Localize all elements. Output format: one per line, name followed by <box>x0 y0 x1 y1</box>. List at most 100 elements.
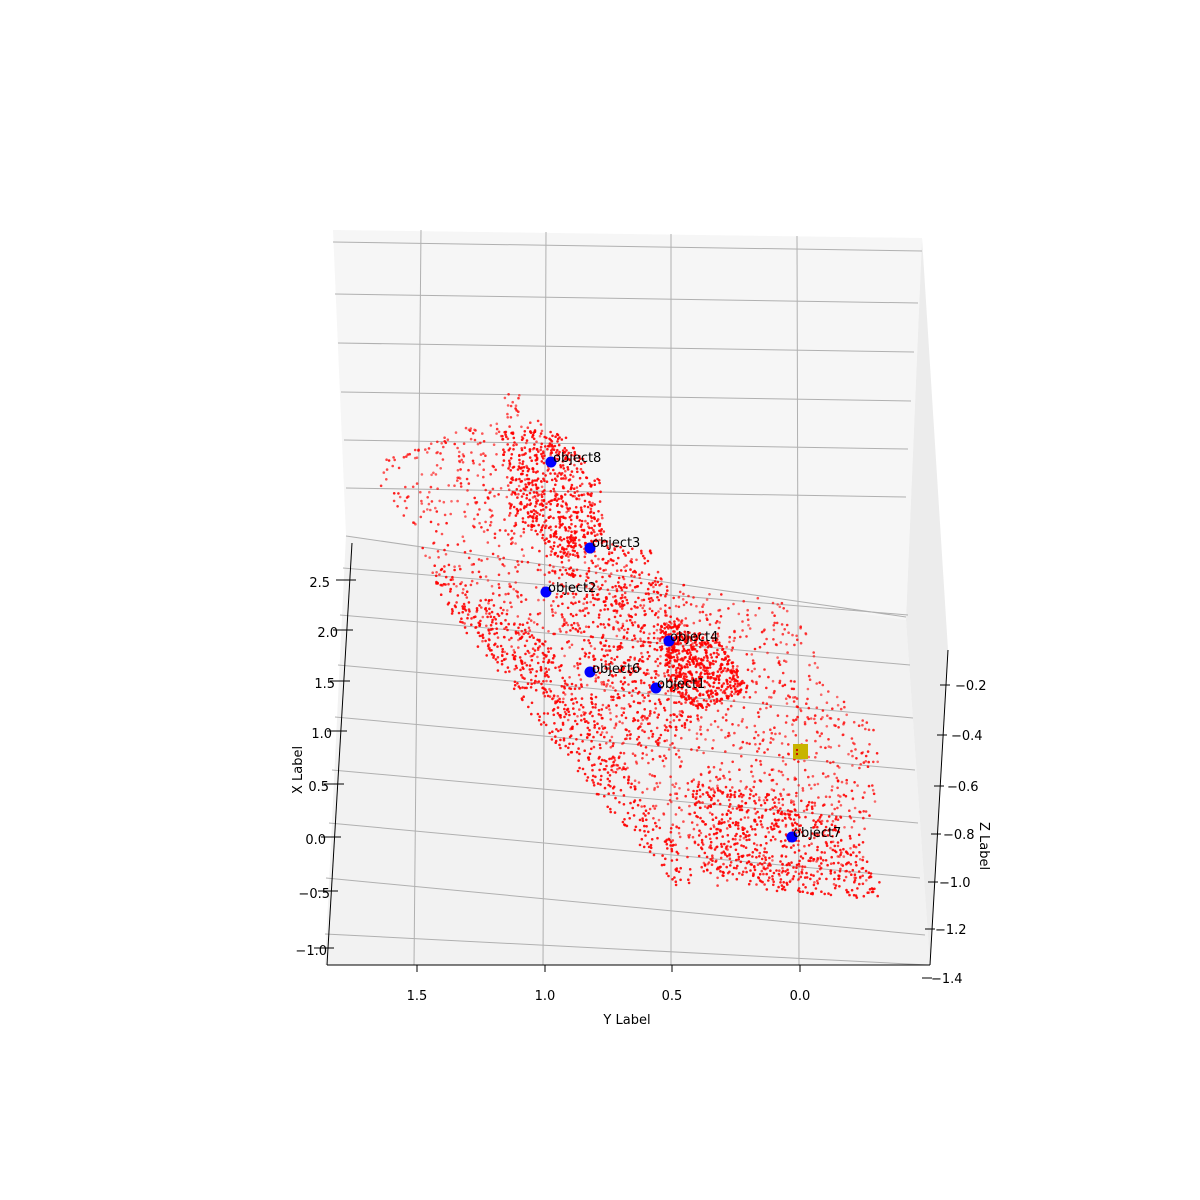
point-cloud-dot <box>669 830 673 834</box>
point-cloud-dot <box>720 593 723 596</box>
point-cloud-dot <box>432 471 435 475</box>
point-cloud-dot <box>531 524 534 527</box>
point-cloud-dot <box>504 670 507 674</box>
point-cloud-dot <box>757 747 761 750</box>
point-cloud-dot <box>433 564 437 567</box>
point-cloud-dot <box>711 818 715 821</box>
point-cloud-dot <box>758 779 762 782</box>
point-cloud-dot <box>680 702 683 705</box>
point-cloud-dot <box>379 484 383 488</box>
point-cloud-dot <box>580 493 583 497</box>
point-cloud-dot <box>702 665 706 669</box>
point-cloud-dot <box>488 612 491 615</box>
point-cloud-dot <box>479 619 482 623</box>
point-cloud-dot <box>807 844 811 847</box>
point-cloud-dot <box>718 699 722 703</box>
yellow-square-marker <box>793 744 808 759</box>
point-cloud-dot <box>746 854 749 857</box>
point-cloud-dot <box>581 706 585 709</box>
point-cloud-dot <box>606 771 610 774</box>
point-cloud-dot <box>672 719 676 722</box>
point-cloud-dot <box>699 728 702 731</box>
point-cloud-dot <box>627 551 630 554</box>
point-cloud-dot <box>826 819 829 823</box>
point-cloud-dot <box>509 585 512 588</box>
point-cloud-dot <box>503 600 506 604</box>
point-cloud-dot <box>753 667 756 671</box>
point-cloud-dot <box>530 701 534 705</box>
point-cloud-dot <box>656 657 659 661</box>
point-cloud-dot <box>592 511 596 515</box>
point-cloud-dot <box>772 824 776 827</box>
point-cloud-dot <box>741 855 744 858</box>
point-cloud-dot <box>666 729 670 732</box>
point-cloud-dot <box>435 530 438 533</box>
point-cloud-dot <box>805 702 808 705</box>
point-cloud-dot <box>517 646 520 649</box>
point-cloud-dot <box>748 838 751 841</box>
point-cloud-dot <box>674 683 678 687</box>
point-cloud-dot <box>615 589 619 593</box>
point-cloud-dot <box>556 706 560 709</box>
point-cloud-dot <box>644 746 648 749</box>
point-cloud-dot <box>735 673 738 677</box>
z-tick-label: −1.0 <box>939 876 971 891</box>
point-cloud-dot <box>518 394 521 397</box>
point-cloud-dot <box>837 726 840 729</box>
point-cloud-dot <box>676 632 679 636</box>
point-cloud-dot <box>842 847 845 851</box>
point-cloud-dot <box>848 834 852 838</box>
point-cloud-dot <box>861 858 864 862</box>
point-cloud-dot <box>799 641 803 645</box>
point-cloud-dot <box>557 665 561 669</box>
point-cloud-dot <box>537 450 540 453</box>
point-cloud-dot <box>481 633 485 637</box>
point-cloud-dot <box>574 554 577 557</box>
point-cloud-dot <box>785 623 789 627</box>
x-tick-label: −1.0 <box>295 944 327 959</box>
point-cloud-dot <box>639 630 642 633</box>
point-cloud-dot <box>486 541 490 544</box>
point-cloud-dot <box>725 879 729 882</box>
point-cloud-dot <box>466 489 469 492</box>
point-cloud-dot <box>651 828 655 831</box>
point-cloud-dot <box>829 840 833 844</box>
point-cloud-dot <box>477 631 480 634</box>
point-cloud-dot <box>525 664 529 667</box>
point-cloud-dot <box>751 827 754 831</box>
point-cloud-dot <box>609 746 613 749</box>
point-cloud-dot <box>516 594 519 598</box>
point-cloud-dot <box>818 815 822 819</box>
point-cloud-dot <box>612 791 615 795</box>
point-cloud-dot <box>747 882 751 886</box>
point-cloud-dot <box>821 772 825 775</box>
point-cloud-dot <box>678 835 682 839</box>
point-cloud-dot <box>601 557 605 561</box>
point-cloud-dot <box>600 731 604 734</box>
point-cloud-dot <box>749 825 753 828</box>
point-cloud-dot <box>456 479 459 482</box>
point-cloud-dot <box>594 706 597 709</box>
point-cloud-dot <box>538 434 542 438</box>
point-cloud-dot <box>871 890 875 894</box>
point-cloud-dot <box>586 726 590 730</box>
point-cloud-dot <box>739 835 742 838</box>
point-cloud-dot <box>728 778 732 781</box>
point-cloud-dot <box>802 834 805 838</box>
point-cloud-dot <box>561 449 565 452</box>
point-cloud-dot <box>540 528 543 532</box>
point-cloud-dot <box>792 696 795 699</box>
point-cloud-dot <box>681 650 684 653</box>
point-cloud-dot <box>674 782 678 785</box>
point-cloud-dot <box>509 537 513 541</box>
point-cloud-dot <box>428 490 431 494</box>
point-cloud-dot <box>541 457 545 460</box>
point-cloud-dot <box>619 596 623 600</box>
point-cloud-dot <box>530 515 533 519</box>
point-cloud-dot <box>594 679 597 683</box>
point-cloud-dot <box>576 662 579 665</box>
point-cloud-dot <box>768 773 771 776</box>
point-cloud-dot <box>692 635 696 638</box>
point-cloud-dot <box>724 785 728 789</box>
point-cloud-dot <box>837 800 841 803</box>
